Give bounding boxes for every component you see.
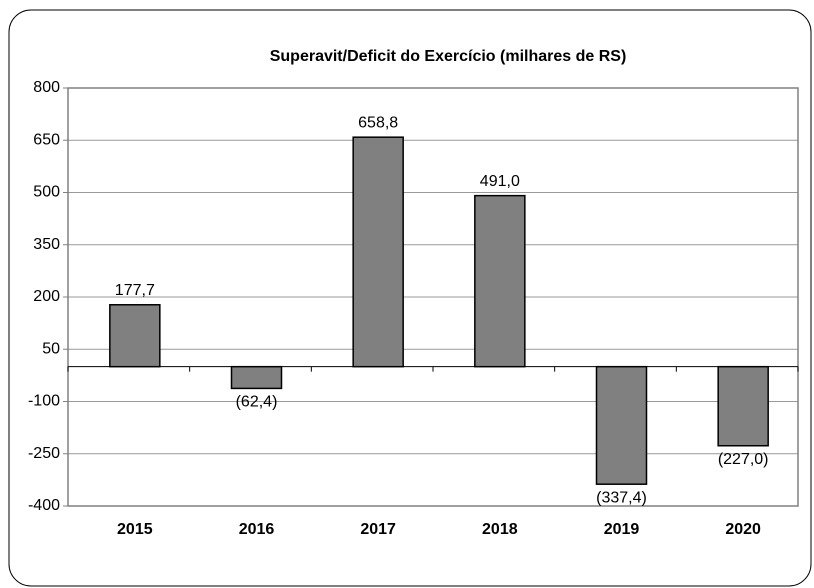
value-label: (337,4) (596, 489, 647, 506)
y-tick-label: 650 (33, 131, 60, 148)
x-tick-label: 2017 (360, 521, 396, 538)
x-tick-label: 2015 (117, 521, 153, 538)
bar (352, 136, 404, 368)
value-label: 177,7 (115, 282, 155, 299)
y-tick-label: -100 (28, 393, 60, 410)
y-tick-label: 500 (33, 184, 60, 201)
x-tick-label: 2019 (604, 521, 640, 538)
plot-area-border (67, 87, 799, 507)
y-tick-label: -400 (28, 497, 60, 514)
x-tick-label: 2020 (725, 521, 761, 538)
x-tick-label: 2018 (482, 521, 518, 538)
y-tick-label: 350 (33, 236, 60, 253)
chart-title: Superavit/Deficit do Exercício (milhares… (270, 48, 627, 65)
y-tick-label: -250 (28, 445, 60, 462)
bar (230, 365, 283, 390)
bar (595, 365, 648, 485)
y-tick-label: 800 (33, 79, 60, 96)
bar (474, 194, 526, 368)
value-label: (62,4) (236, 394, 278, 411)
y-tick-label: 50 (42, 340, 60, 357)
value-label: 491,0 (480, 173, 520, 190)
value-label: (227,0) (718, 451, 769, 468)
bar (717, 365, 769, 447)
y-tick-label: 200 (33, 288, 60, 305)
x-tick-label: 2016 (239, 521, 275, 538)
value-label: 658,8 (358, 114, 398, 131)
bar (109, 304, 161, 368)
